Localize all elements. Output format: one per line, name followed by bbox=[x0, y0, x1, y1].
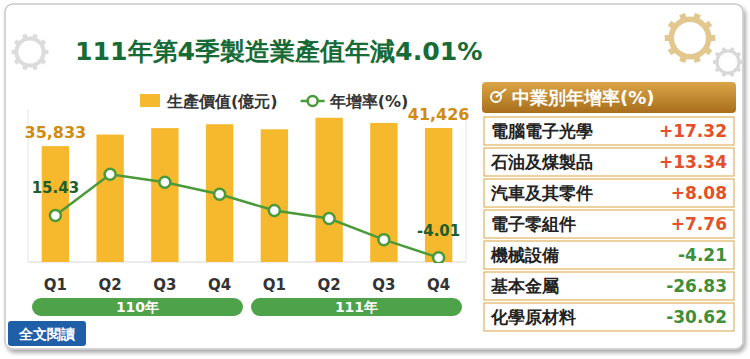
table-row bbox=[484, 148, 734, 176]
line-marker bbox=[378, 234, 389, 245]
row-label: 機械設備 bbox=[490, 245, 559, 265]
row-value: +7.76 bbox=[671, 214, 727, 234]
frame bbox=[5, 4, 743, 349]
x-tick-label: Q3 bbox=[372, 276, 395, 294]
table-row bbox=[484, 241, 734, 269]
table-row bbox=[484, 117, 734, 145]
row-label: 石油及煤製品 bbox=[490, 152, 593, 172]
line-marker bbox=[50, 210, 61, 221]
group-band bbox=[251, 298, 462, 316]
x-tick-label: Q4 bbox=[427, 276, 450, 294]
bar bbox=[425, 128, 452, 262]
bar-label: 41,426 bbox=[408, 105, 470, 124]
row-value: +8.08 bbox=[671, 183, 727, 203]
bar bbox=[96, 135, 123, 262]
table-row bbox=[484, 179, 734, 207]
table-title: 中業別年增率(%) bbox=[512, 87, 655, 108]
title: 111年第4季製造業產值年減4.01% bbox=[75, 37, 482, 66]
y2-axis-line bbox=[466, 110, 467, 262]
legend-label: 生產價值(億元) bbox=[166, 92, 278, 111]
x-tick-label: Q2 bbox=[99, 276, 122, 294]
row-value: +13.34 bbox=[659, 152, 727, 172]
gear-icon bbox=[713, 48, 743, 76]
group-label: 110年 bbox=[116, 299, 159, 315]
line-label: 15.43 bbox=[32, 179, 79, 197]
row-value: -26.83 bbox=[666, 276, 727, 296]
bar-label: 35,833 bbox=[25, 123, 87, 142]
legend-label: 年增率(%) bbox=[329, 92, 409, 111]
row-label: 汽車及其零件 bbox=[490, 183, 593, 203]
bar bbox=[315, 118, 342, 262]
row-label: 化學原材料 bbox=[490, 307, 576, 327]
legend-swatch bbox=[308, 96, 318, 106]
line-marker bbox=[214, 189, 225, 200]
button-bg bbox=[8, 321, 86, 346]
row-value: -4.21 bbox=[678, 245, 727, 265]
legend: 生產價值(億元) 年增率(%) bbox=[140, 92, 408, 111]
gear-icon bbox=[12, 35, 49, 70]
line-marker bbox=[269, 205, 280, 216]
gear-ring bbox=[671, 19, 708, 56]
canvas: 111年第4季製造業產值年減4.01% 35,833 41,426 15.43 -4.0… bbox=[0, 0, 750, 359]
row-value: +17.32 bbox=[659, 121, 727, 141]
bar bbox=[42, 146, 69, 262]
data-labels: 35,833 41,426 15.43 -4.01 bbox=[25, 105, 470, 240]
group-band bbox=[32, 298, 243, 316]
gear-ring bbox=[16, 38, 43, 65]
x-axis-line bbox=[28, 262, 466, 263]
gear-icon bbox=[665, 14, 716, 62]
line-marker bbox=[324, 213, 335, 224]
line-marker bbox=[159, 177, 170, 188]
legend-swatch bbox=[140, 94, 160, 107]
row-label: 電腦電子光學 bbox=[491, 121, 593, 141]
row-label: 基本金屬 bbox=[490, 276, 559, 296]
line-label: -4.01 bbox=[417, 222, 460, 240]
x-tick-label: Q4 bbox=[208, 276, 231, 294]
line-marker bbox=[105, 169, 116, 180]
table-row bbox=[484, 303, 734, 331]
row-value: -30.62 bbox=[666, 307, 727, 327]
table-row bbox=[484, 272, 734, 300]
row-label: 電子零組件 bbox=[491, 214, 576, 234]
line-marker bbox=[433, 252, 444, 263]
marks bbox=[42, 118, 453, 263]
table-row bbox=[484, 210, 734, 238]
bar bbox=[151, 128, 178, 262]
x-tick-label: Q1 bbox=[263, 276, 286, 294]
read-more-button[interactable]: 全文閱讀 bbox=[8, 321, 86, 346]
gear-ring bbox=[717, 51, 739, 73]
bar bbox=[261, 129, 288, 262]
button-label: 全文閱讀 bbox=[18, 326, 76, 342]
x-tick-label: Q3 bbox=[153, 276, 176, 294]
line bbox=[55, 174, 438, 257]
bar bbox=[370, 123, 397, 262]
table-header bbox=[482, 82, 736, 113]
x-tick-label: Q2 bbox=[318, 276, 341, 294]
x-tick-label: Q1 bbox=[44, 276, 67, 294]
icon bbox=[496, 89, 506, 97]
group-label: 111年 bbox=[335, 299, 378, 315]
